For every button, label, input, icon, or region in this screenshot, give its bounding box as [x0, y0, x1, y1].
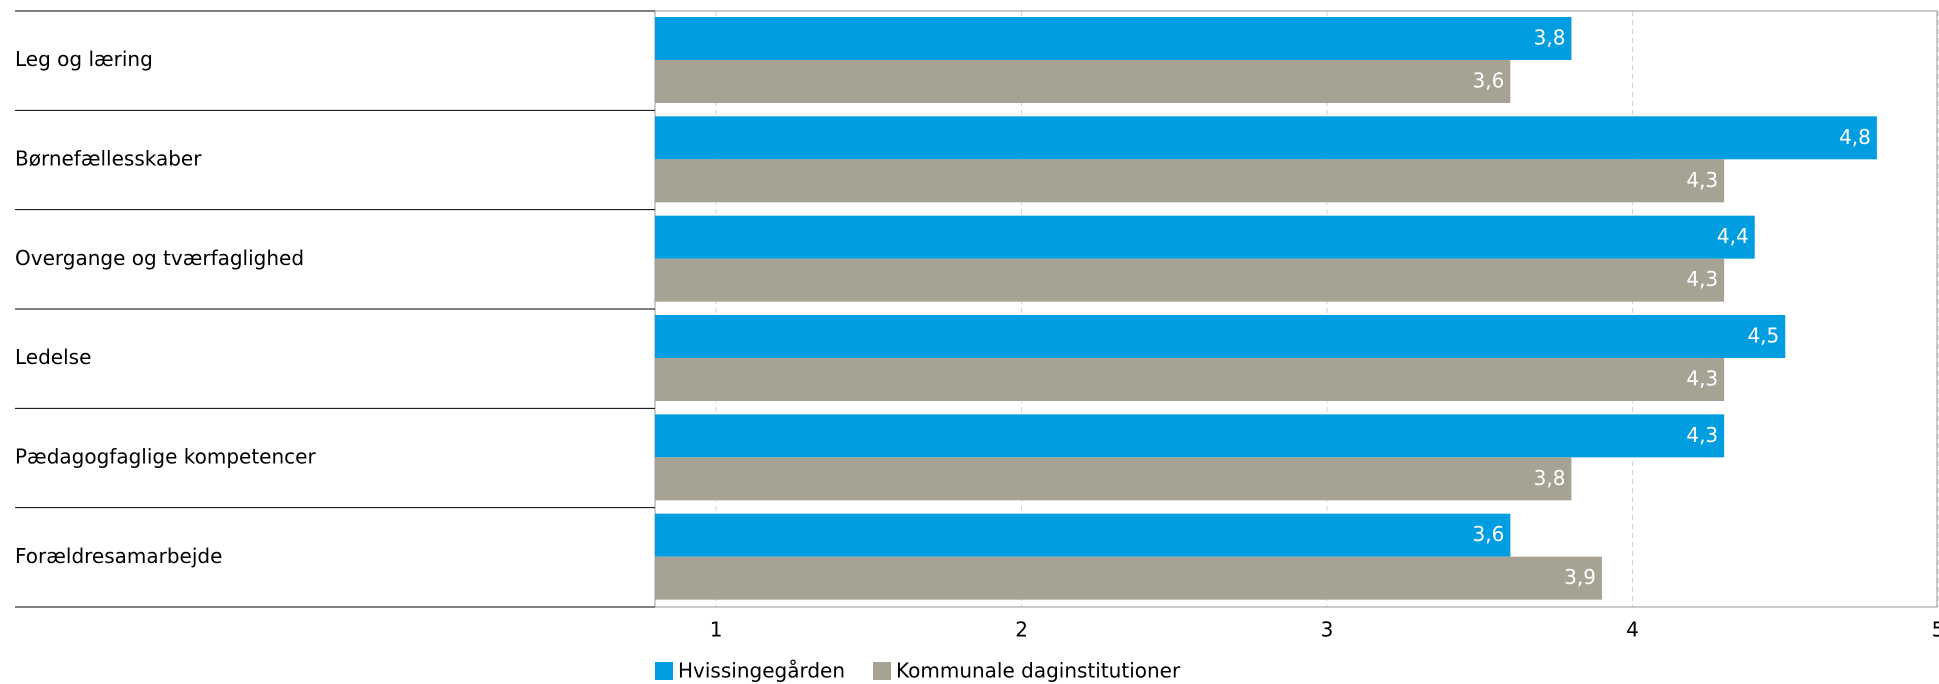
bar — [655, 159, 1725, 203]
x-tick-label: 5 — [1932, 618, 1939, 642]
bar — [655, 315, 1786, 358]
bar — [655, 258, 1725, 302]
value-label: 4,4 — [1717, 224, 1749, 248]
value-label: 4,5 — [1747, 324, 1779, 348]
legend-swatch — [655, 662, 673, 680]
bar — [655, 60, 1511, 103]
category-label: Ledelse — [15, 345, 91, 369]
bar — [655, 215, 1755, 259]
category-label: Overgange og tværfaglighed — [15, 246, 304, 270]
value-label: 3,8 — [1534, 26, 1566, 50]
category-label: Pædagogfaglige kompetencer — [15, 445, 316, 469]
legend-swatch — [873, 662, 891, 680]
category-label: Forældresamarbejde — [15, 544, 222, 568]
value-label: 4,3 — [1686, 423, 1718, 447]
value-label: 4,3 — [1686, 168, 1718, 192]
category-label: Børnefællesskaber — [15, 147, 202, 171]
bar — [655, 358, 1725, 401]
value-label: 4,3 — [1686, 367, 1718, 391]
category-label: Leg og læring — [15, 47, 153, 71]
x-tick-label: 4 — [1626, 618, 1639, 642]
value-label: 3,9 — [1564, 565, 1596, 589]
bar — [655, 414, 1725, 458]
x-tick-label: 1 — [710, 618, 723, 642]
bar — [655, 116, 1877, 160]
value-label: 4,8 — [1839, 125, 1871, 149]
legend-label: Kommunale daginstitutioner — [896, 659, 1181, 683]
legend-label: Hvissingegården — [678, 659, 845, 683]
x-tick-label: 3 — [1321, 618, 1334, 642]
value-label: 4,3 — [1686, 267, 1718, 291]
bar — [655, 513, 1511, 557]
x-tick-label: 2 — [1015, 618, 1028, 642]
value-label: 3,8 — [1534, 466, 1566, 490]
bar — [655, 17, 1572, 60]
bar — [655, 556, 1602, 600]
value-label: 3,6 — [1473, 69, 1505, 93]
bar — [655, 457, 1572, 501]
value-label: 3,6 — [1473, 522, 1505, 546]
